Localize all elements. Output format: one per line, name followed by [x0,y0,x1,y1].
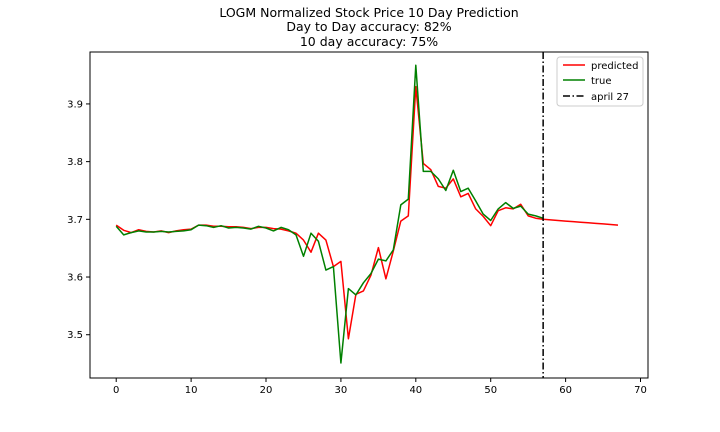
legend-label-true: true [591,76,612,87]
chart-subtitle-line-1: Day to Day accuracy: 82% [286,19,451,34]
y-tick-label: 3.8 [67,157,83,168]
x-tick-label: 70 [634,385,647,396]
legend: predicted true april 27 [556,56,644,107]
x-tick-label: 0 [113,385,119,396]
y-tick-label: 3.7 [67,215,83,226]
legend-label-predicted: predicted [591,61,638,72]
series-layer [115,64,619,364]
x-tick-label: 50 [484,385,497,396]
y-tick-label: 3.6 [67,273,83,284]
plot-area-frame [89,51,649,379]
chart-subtitle-line-2: 10 day accuracy: 75% [300,34,438,49]
x-tick-label: 20 [260,385,273,396]
y-tick-label: 3.9 [67,99,83,110]
legend-label-april-27: april 27 [591,92,629,103]
series-line-true [115,64,544,364]
legend-box [556,56,644,107]
x-tick-label: 30 [335,385,348,396]
chart-title: LOGM Normalized Stock Price 10 Day Predi… [219,5,518,20]
x-tick-label: 60 [559,385,572,396]
x-tick-label: 10 [185,385,198,396]
x-tick-label: 40 [409,385,422,396]
y-tick-label: 3.5 [67,330,83,341]
x-axis: 0 10 20 30 40 50 60 70 [113,378,647,396]
y-axis: 3.5 3.6 3.7 3.8 3.9 [67,99,90,341]
